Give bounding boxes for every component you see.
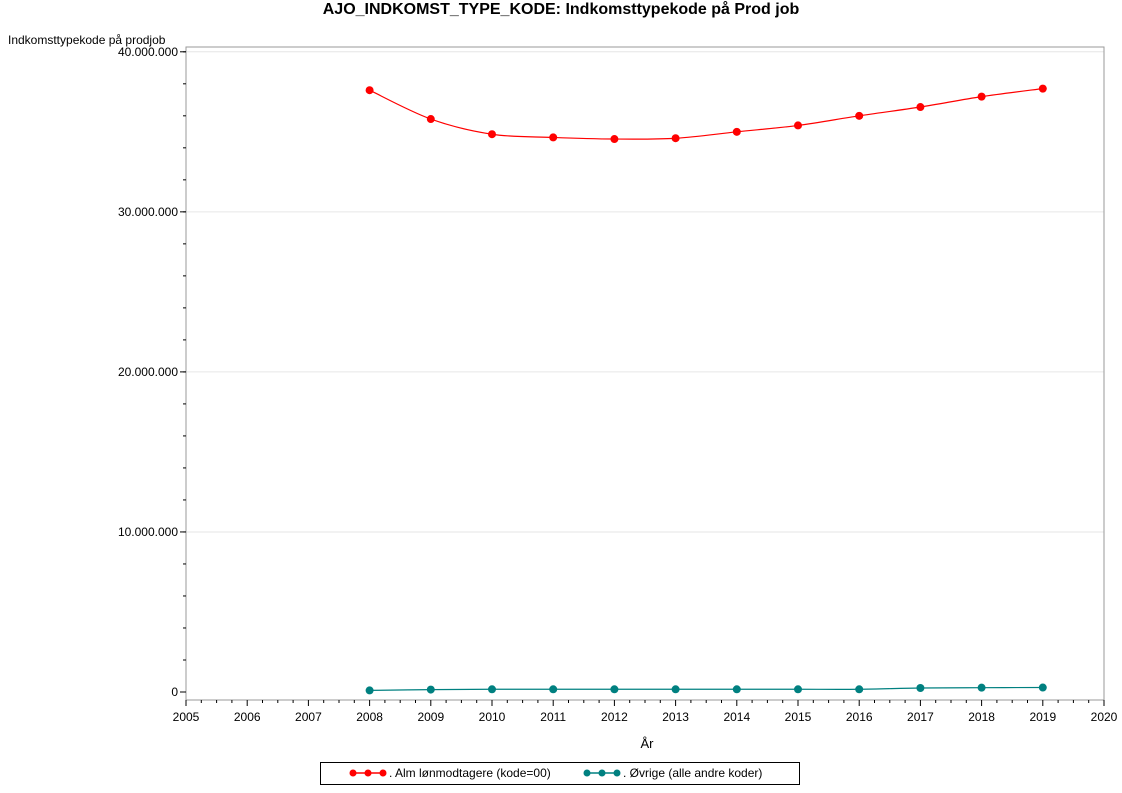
series-lines xyxy=(365,84,1047,695)
x-tick-label-12: 2017 xyxy=(907,710,934,724)
data-point-series-2-2012 xyxy=(610,685,619,694)
data-point-series-1-2011 xyxy=(549,133,558,142)
legend-swatch-red xyxy=(349,769,387,777)
chart-title: AJO_INDKOMST_TYPE_KODE: Indkomsttypekode… xyxy=(322,1,800,18)
data-point-series-1-2015 xyxy=(794,121,802,130)
data-point-series-1-2008 xyxy=(365,86,374,95)
data-point-series-1-2019 xyxy=(1038,84,1047,93)
x-tick-label-6: 2011 xyxy=(540,710,566,724)
legend-label-series-2: . Øvrige (alle andre koder) xyxy=(623,766,763,780)
y-tick-label-4: 40.000.000 xyxy=(118,45,178,59)
data-point-series-2-2013 xyxy=(671,685,680,694)
x-tick-label-8: 2013 xyxy=(662,710,689,724)
x-tick-label-15: 2020 xyxy=(1091,710,1118,724)
axes: 0 10.000.000 20.000.000 30.000.000 40.000.00… xyxy=(118,45,1118,724)
x-tick-label-7: 2012 xyxy=(601,710,628,724)
y-tick-label-2: 20.000.000 xyxy=(118,365,178,379)
data-point-series-1-2018 xyxy=(977,92,986,101)
x-tick-label-5: 2010 xyxy=(479,710,506,724)
y-tick-label-1: 10.000.000 xyxy=(118,525,178,539)
data-point-series-1-2012 xyxy=(610,135,619,144)
x-tick-label-14: 2019 xyxy=(1029,710,1056,724)
x-tick-label-0: 2005 xyxy=(173,710,200,724)
data-point-series-1-2014 xyxy=(732,127,741,136)
legend-swatch-teal xyxy=(583,769,621,777)
x-tick-label-4: 2009 xyxy=(417,710,444,724)
data-point-series-1-2009 xyxy=(426,115,435,124)
data-point-series-1-2010 xyxy=(488,130,496,139)
x-tick-label-3: 2008 xyxy=(356,710,383,724)
legend-item-series-1: . Alm lønmodtagere (kode=00) xyxy=(349,766,551,780)
data-point-series-2-2016 xyxy=(855,685,864,694)
data-point-series-1-2013 xyxy=(671,134,680,143)
data-point-series-2-2009 xyxy=(426,685,435,694)
data-point-series-2-2014 xyxy=(732,685,741,694)
legend: . Alm lønmodtagere (kode=00) . Øvrige (a… xyxy=(320,762,800,785)
gridlines xyxy=(186,51,1104,533)
data-point-series-1-2016 xyxy=(855,111,864,120)
data-point-series-2-2015 xyxy=(794,685,802,694)
data-point-series-1-2017 xyxy=(916,103,925,112)
x-tick-label-2: 2007 xyxy=(295,710,322,724)
x-tick-label-11: 2016 xyxy=(846,710,873,724)
y-axis-label: Indkomsttypekode på prodjob xyxy=(8,33,166,47)
data-point-series-2-2011 xyxy=(549,685,558,694)
data-point-series-2-2019 xyxy=(1038,683,1047,692)
data-point-series-2-2017 xyxy=(916,683,925,692)
data-point-series-2-2010 xyxy=(488,685,496,694)
x-tick-label-13: 2018 xyxy=(968,710,995,724)
series-line-1 xyxy=(369,88,1043,140)
x-tick-label-1: 2006 xyxy=(234,710,261,724)
series-line-2 xyxy=(369,686,1043,691)
y-tick-label-3: 30.000.000 xyxy=(118,205,178,219)
legend-item-series-2: . Øvrige (alle andre koder) xyxy=(583,766,762,780)
x-tick-label-10: 2015 xyxy=(785,710,812,724)
data-point-series-2-2008 xyxy=(365,686,374,695)
x-axis-label: År xyxy=(641,736,655,751)
legend-label-series-1: . Alm lønmodtagere (kode=00) xyxy=(389,766,551,780)
plot-frame xyxy=(185,46,1105,701)
y-tick-label-0: 0 xyxy=(171,685,178,699)
data-point-series-2-2018 xyxy=(977,683,986,692)
x-tick-label-9: 2014 xyxy=(723,710,750,724)
